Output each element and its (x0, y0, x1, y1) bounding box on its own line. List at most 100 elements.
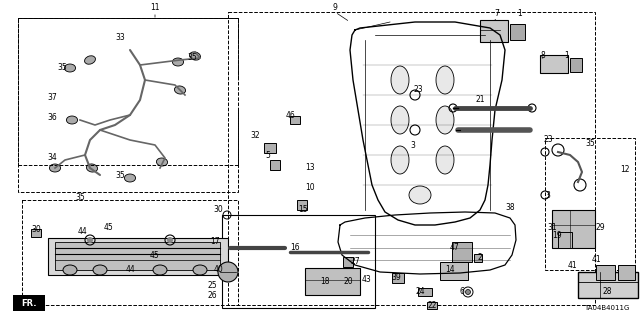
Bar (558, 232, 572, 248)
Bar (545, 138, 635, 270)
Text: 41: 41 (591, 255, 601, 265)
Text: 21: 21 (476, 95, 484, 105)
Text: 12: 12 (620, 165, 630, 174)
Ellipse shape (391, 66, 409, 94)
Bar (596, 265, 615, 280)
Bar (452, 242, 472, 262)
Bar (418, 288, 432, 296)
Ellipse shape (436, 66, 454, 94)
Ellipse shape (436, 106, 454, 134)
Text: 20: 20 (343, 277, 353, 286)
Text: 41: 41 (567, 260, 577, 269)
Text: 15: 15 (298, 205, 308, 214)
Ellipse shape (193, 265, 207, 275)
Ellipse shape (86, 164, 97, 172)
Bar (440, 262, 468, 280)
Text: 39: 39 (391, 274, 401, 283)
Ellipse shape (63, 265, 77, 275)
Text: 9: 9 (333, 4, 337, 12)
Circle shape (87, 237, 93, 243)
Text: 3: 3 (545, 190, 550, 199)
Bar (297, 200, 307, 210)
Ellipse shape (153, 265, 167, 275)
Text: 46: 46 (285, 110, 295, 119)
Bar (474, 254, 482, 262)
Ellipse shape (65, 64, 76, 72)
Text: 36: 36 (47, 114, 57, 123)
Circle shape (167, 237, 173, 243)
Ellipse shape (93, 265, 107, 275)
Text: 43: 43 (362, 276, 372, 284)
Bar (392, 273, 404, 283)
Bar (427, 302, 437, 309)
Text: 27: 27 (350, 258, 360, 267)
Ellipse shape (436, 146, 454, 174)
Text: 16: 16 (290, 244, 300, 252)
Text: 45: 45 (103, 223, 113, 233)
Text: 35: 35 (75, 194, 85, 203)
Text: 22: 22 (428, 300, 436, 309)
Bar (578, 272, 638, 298)
Ellipse shape (156, 158, 168, 166)
Ellipse shape (409, 186, 431, 204)
Bar (264, 143, 276, 153)
Text: 33: 33 (115, 34, 125, 43)
Text: 6: 6 (460, 287, 465, 297)
Text: 8: 8 (541, 51, 545, 60)
Text: 10: 10 (305, 183, 315, 193)
Text: 44: 44 (125, 266, 135, 275)
Ellipse shape (391, 146, 409, 174)
Text: 1: 1 (518, 10, 522, 19)
Text: 25: 25 (207, 281, 217, 290)
Ellipse shape (189, 52, 200, 60)
Bar (222, 215, 375, 308)
Text: 35: 35 (585, 139, 595, 148)
Ellipse shape (49, 164, 61, 172)
Text: 7: 7 (495, 10, 499, 19)
Bar (290, 116, 300, 124)
Text: 35: 35 (115, 171, 125, 180)
Circle shape (463, 287, 473, 297)
Bar (343, 257, 353, 267)
Text: TA04B4011G: TA04B4011G (584, 305, 630, 311)
Text: 38: 38 (505, 204, 515, 212)
Text: 3: 3 (411, 140, 415, 149)
Bar (55, 242, 220, 270)
Text: 11: 11 (150, 4, 160, 12)
Text: 30: 30 (31, 226, 41, 235)
Ellipse shape (84, 56, 95, 64)
Bar (22, 200, 238, 305)
Text: 31: 31 (547, 223, 557, 233)
Text: 19: 19 (552, 230, 562, 239)
Ellipse shape (175, 86, 186, 94)
Bar (510, 24, 525, 40)
Text: 23: 23 (413, 85, 423, 94)
Text: 35: 35 (187, 53, 197, 62)
Text: 37: 37 (47, 93, 57, 102)
Bar (570, 58, 582, 72)
Bar (618, 265, 635, 280)
Ellipse shape (172, 58, 184, 66)
Text: 24: 24 (415, 287, 425, 297)
Circle shape (465, 290, 470, 294)
Ellipse shape (67, 116, 77, 124)
Bar (552, 210, 595, 248)
Text: 32: 32 (250, 131, 260, 140)
Bar (270, 160, 280, 170)
Text: 34: 34 (47, 154, 57, 163)
Text: 30: 30 (213, 205, 223, 214)
Bar (18, 18, 238, 192)
Ellipse shape (124, 174, 136, 182)
Text: 29: 29 (595, 223, 605, 233)
Circle shape (218, 262, 238, 282)
Text: 18: 18 (320, 277, 330, 286)
Ellipse shape (391, 106, 409, 134)
FancyBboxPatch shape (13, 295, 45, 311)
Text: 17: 17 (210, 237, 220, 246)
Text: 40: 40 (213, 266, 223, 275)
Text: 1: 1 (564, 51, 570, 60)
Text: 45: 45 (150, 251, 160, 260)
Text: 2: 2 (477, 252, 483, 261)
Text: 28: 28 (602, 287, 612, 297)
Text: 35: 35 (57, 63, 67, 73)
